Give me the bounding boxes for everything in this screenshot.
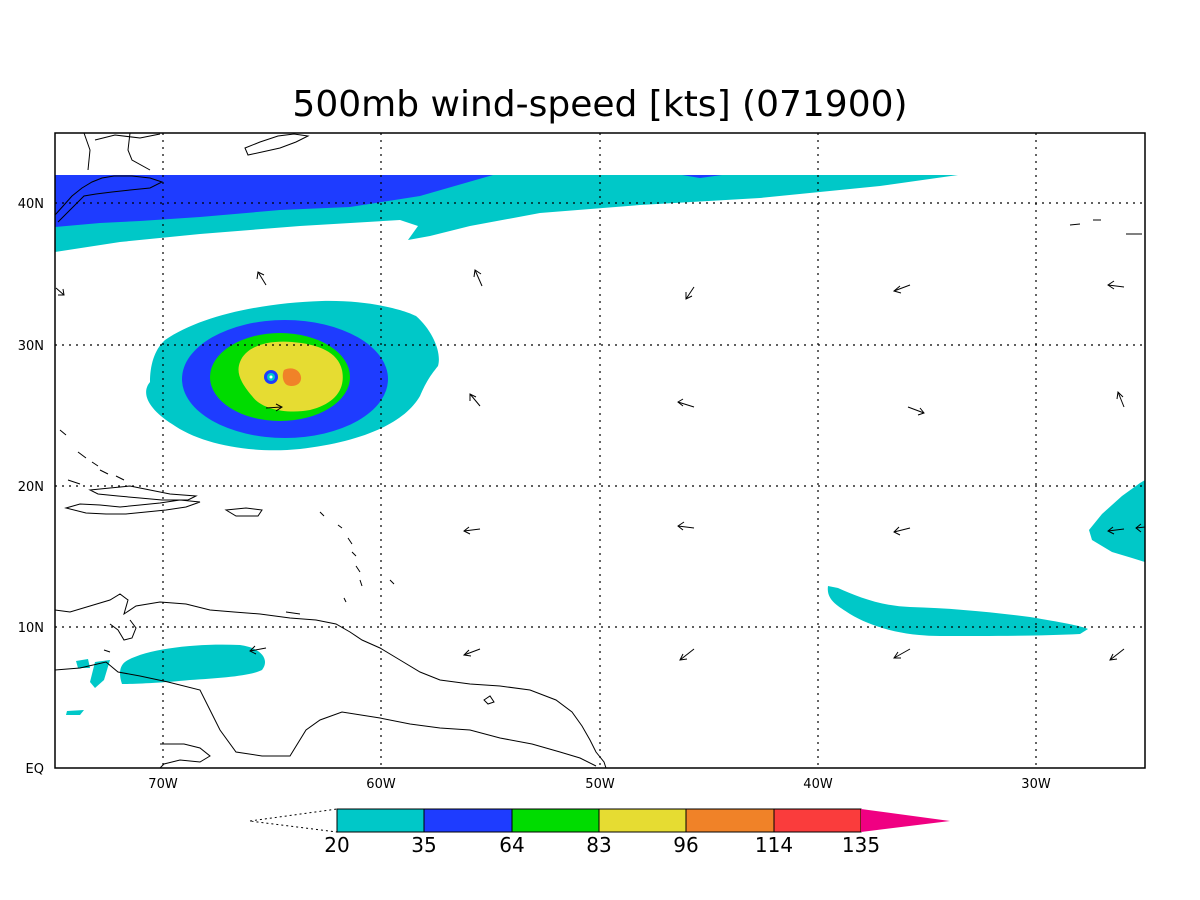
wind-arrow — [679, 648, 695, 661]
colorbar-label: 35 — [411, 833, 436, 857]
colorbar-swatch-96-114 — [685, 808, 775, 833]
plot-area — [55, 133, 1145, 768]
patch-small-3 — [66, 710, 84, 715]
jet-band-35 — [55, 175, 493, 227]
coast-central-america — [159, 743, 211, 768]
jet-band-35-east — [682, 175, 722, 178]
colorbar-label: 114 — [755, 833, 793, 857]
coast-south-america — [55, 593, 607, 768]
wind-arrow — [473, 269, 483, 287]
colorbar-label: 64 — [499, 833, 524, 857]
wind-arrow — [893, 526, 911, 536]
colorbar-under-triangle — [249, 808, 338, 833]
coast-small-islands — [103, 219, 1142, 705]
wind-arrow — [256, 271, 267, 286]
colorbar-label: 96 — [673, 833, 698, 857]
chart-title: 500mb wind-speed [kts] (071900) — [292, 84, 907, 125]
patch-east-20N — [1089, 480, 1145, 562]
x-axis-ticks: 70W 60W 50W 40W 30W — [148, 777, 1051, 792]
coast-nova-scotia — [244, 133, 310, 156]
wind-arrow — [469, 393, 481, 407]
y-tick-label: EQ — [26, 762, 44, 777]
wind-arrow — [1107, 280, 1125, 290]
x-tick-label: 40W — [803, 777, 833, 792]
coast-gulf-venezuela — [109, 619, 137, 641]
colorbar-over-triangle — [861, 809, 950, 832]
wind-arrow — [677, 521, 695, 531]
y-tick-label: 10N — [18, 621, 44, 636]
wind-arrow — [685, 286, 695, 300]
y-axis-ticks: EQ 10N 20N 30N 40N — [18, 197, 44, 777]
graticule — [55, 133, 1145, 768]
patch-small-2 — [90, 660, 110, 688]
patch-central-10N — [827, 586, 1088, 636]
coast-lesser-antilles — [285, 511, 395, 615]
y-tick-label: 20N — [18, 480, 44, 495]
colorbar-swatch-83-96 — [598, 808, 687, 833]
colorbar-swatch-114-135 — [773, 808, 862, 833]
x-tick-label: 50W — [585, 777, 615, 792]
y-tick-label: 30N — [18, 339, 44, 354]
wind-arrow — [892, 284, 911, 294]
wind-arrow — [1116, 390, 1125, 408]
wind-arrow — [462, 648, 481, 657]
colorbar-swatch-64-83 — [511, 808, 600, 833]
x-tick-label: 30W — [1021, 777, 1051, 792]
wind-arrow — [55, 287, 65, 296]
patch-caribbean — [120, 644, 266, 684]
wind-vectors — [55, 269, 1145, 661]
hurricane-wind-field — [146, 300, 439, 451]
hurricane-eye-center — [269, 375, 273, 379]
wind-arrow — [463, 526, 481, 535]
y-tick-label: 40N — [18, 197, 44, 212]
colorbar: 20 35 64 83 96 114 135 — [249, 808, 950, 857]
colorbar-label: 20 — [324, 833, 349, 857]
plot-frame — [54, 132, 1146, 769]
colorbar-label: 83 — [586, 833, 611, 857]
colorbar-label: 135 — [842, 833, 880, 857]
wind-arrow — [1107, 526, 1125, 535]
wind-arrow — [893, 648, 911, 659]
coast-bahamas — [59, 429, 125, 485]
x-tick-label: 70W — [148, 777, 178, 792]
hurricane-ring-96 — [282, 368, 302, 387]
coast-north-america — [55, 133, 164, 223]
patch-small-1 — [76, 659, 90, 668]
wind-arrow — [907, 406, 925, 416]
wind-arrow — [1109, 648, 1125, 661]
colorbar-swatch-20-35 — [336, 808, 425, 833]
wind-arrow — [1135, 523, 1145, 533]
jet-stream-band — [55, 175, 958, 252]
wind-arrow — [249, 645, 267, 655]
wind-arrow — [677, 398, 695, 408]
coast-greater-antilles — [64, 485, 263, 517]
x-tick-label: 60W — [366, 777, 396, 792]
colorbar-swatch-35-64 — [423, 808, 513, 833]
wind-arrow — [265, 403, 283, 412]
